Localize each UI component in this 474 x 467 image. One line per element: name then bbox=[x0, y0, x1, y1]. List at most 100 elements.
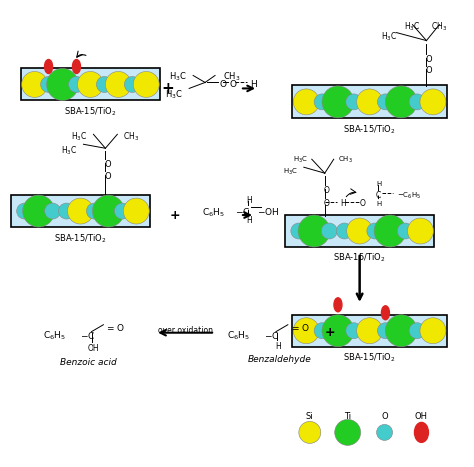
Circle shape bbox=[397, 223, 413, 239]
Circle shape bbox=[299, 421, 321, 443]
Text: O: O bbox=[425, 66, 432, 76]
Text: O: O bbox=[219, 80, 226, 90]
Ellipse shape bbox=[334, 298, 342, 312]
Bar bbox=[21, 69, 160, 100]
Text: $=$O: $=$O bbox=[290, 322, 310, 333]
Circle shape bbox=[346, 218, 373, 244]
Text: O: O bbox=[360, 199, 365, 208]
Text: O: O bbox=[104, 172, 111, 181]
Text: $-$C: $-$C bbox=[80, 330, 95, 341]
Circle shape bbox=[337, 223, 352, 239]
Circle shape bbox=[293, 89, 319, 115]
Text: H: H bbox=[376, 181, 381, 187]
Bar bbox=[292, 85, 447, 118]
Circle shape bbox=[321, 223, 337, 239]
Circle shape bbox=[58, 203, 74, 219]
Text: CH$_3$: CH$_3$ bbox=[223, 71, 241, 83]
Circle shape bbox=[133, 71, 159, 98]
Text: CH$_3$: CH$_3$ bbox=[337, 155, 353, 165]
Circle shape bbox=[322, 86, 354, 118]
Text: SBA-15/TiO$_2$: SBA-15/TiO$_2$ bbox=[54, 232, 107, 245]
Bar bbox=[292, 315, 447, 347]
Circle shape bbox=[322, 315, 354, 347]
Text: SBA-15/TiO$_2$: SBA-15/TiO$_2$ bbox=[343, 352, 396, 364]
Ellipse shape bbox=[73, 59, 81, 73]
Text: +: + bbox=[170, 209, 181, 221]
Text: Benzoic acid: Benzoic acid bbox=[60, 358, 117, 367]
Text: O: O bbox=[324, 199, 330, 208]
Text: H$_3$C: H$_3$C bbox=[293, 155, 308, 165]
Text: $-$C$_6$H$_5$: $-$C$_6$H$_5$ bbox=[397, 191, 421, 201]
Text: Ti: Ti bbox=[344, 412, 351, 421]
Text: H$_3$C: H$_3$C bbox=[283, 167, 298, 177]
Text: OH: OH bbox=[415, 412, 428, 421]
Text: +: + bbox=[162, 81, 174, 96]
Circle shape bbox=[92, 195, 124, 227]
Circle shape bbox=[356, 89, 383, 115]
Circle shape bbox=[356, 318, 383, 344]
Circle shape bbox=[23, 195, 55, 227]
Circle shape bbox=[385, 315, 417, 347]
Text: H$_3$C: H$_3$C bbox=[382, 31, 398, 43]
Text: OH: OH bbox=[88, 344, 99, 353]
Circle shape bbox=[46, 69, 79, 100]
Circle shape bbox=[96, 77, 112, 92]
Text: +: + bbox=[324, 326, 335, 339]
Circle shape bbox=[124, 77, 140, 92]
Circle shape bbox=[105, 71, 131, 98]
Text: $-$C: $-$C bbox=[264, 330, 280, 341]
Circle shape bbox=[314, 323, 330, 339]
Circle shape bbox=[77, 71, 103, 98]
Circle shape bbox=[67, 198, 93, 224]
Text: Benzaldehyde: Benzaldehyde bbox=[248, 354, 312, 364]
Text: O: O bbox=[324, 186, 330, 195]
Text: $-$OH: $-$OH bbox=[256, 206, 279, 217]
Text: over oxidation: over oxidation bbox=[158, 325, 213, 335]
Text: H$_3$C: H$_3$C bbox=[61, 144, 77, 157]
Circle shape bbox=[298, 215, 330, 247]
Circle shape bbox=[346, 94, 362, 110]
Circle shape bbox=[367, 223, 383, 239]
Ellipse shape bbox=[382, 306, 390, 320]
Text: H$_3$C: H$_3$C bbox=[169, 71, 187, 83]
Circle shape bbox=[335, 419, 361, 446]
Ellipse shape bbox=[414, 423, 428, 442]
Text: H$_3$C: H$_3$C bbox=[165, 88, 183, 101]
Circle shape bbox=[86, 203, 102, 219]
Text: C$_6$H$_5$: C$_6$H$_5$ bbox=[201, 206, 225, 219]
Text: Si: Si bbox=[306, 412, 314, 421]
Text: SBA-15/TiO$_2$: SBA-15/TiO$_2$ bbox=[343, 123, 396, 136]
Circle shape bbox=[374, 215, 406, 247]
Text: H: H bbox=[250, 80, 257, 90]
Text: H$_3$C: H$_3$C bbox=[71, 130, 87, 143]
Text: $=$O: $=$O bbox=[105, 322, 125, 333]
Text: $-$C: $-$C bbox=[235, 206, 251, 217]
Text: O: O bbox=[381, 412, 388, 421]
Text: H$_3$C: H$_3$C bbox=[404, 21, 420, 33]
Bar bbox=[11, 195, 150, 227]
Circle shape bbox=[420, 318, 446, 344]
Circle shape bbox=[293, 318, 319, 344]
Circle shape bbox=[420, 89, 446, 115]
Circle shape bbox=[409, 323, 425, 339]
Text: O: O bbox=[104, 160, 111, 169]
Circle shape bbox=[114, 203, 130, 219]
Text: H: H bbox=[340, 199, 346, 208]
Text: H: H bbox=[376, 201, 381, 207]
Circle shape bbox=[41, 77, 56, 92]
Text: C: C bbox=[376, 191, 381, 200]
Text: H: H bbox=[246, 216, 252, 225]
Text: O: O bbox=[229, 80, 236, 90]
Circle shape bbox=[123, 198, 149, 224]
Circle shape bbox=[69, 77, 84, 92]
Circle shape bbox=[291, 223, 307, 239]
Circle shape bbox=[22, 71, 47, 98]
Text: H: H bbox=[246, 196, 252, 205]
Text: O: O bbox=[425, 55, 432, 64]
Ellipse shape bbox=[45, 59, 53, 73]
Text: C$_6$H$_5$: C$_6$H$_5$ bbox=[43, 330, 65, 342]
Circle shape bbox=[376, 425, 392, 440]
Text: CH$_3$: CH$_3$ bbox=[431, 21, 447, 33]
Text: CH$_3$: CH$_3$ bbox=[123, 130, 139, 143]
Text: SBA-15/TiO$_2$: SBA-15/TiO$_2$ bbox=[64, 106, 117, 118]
